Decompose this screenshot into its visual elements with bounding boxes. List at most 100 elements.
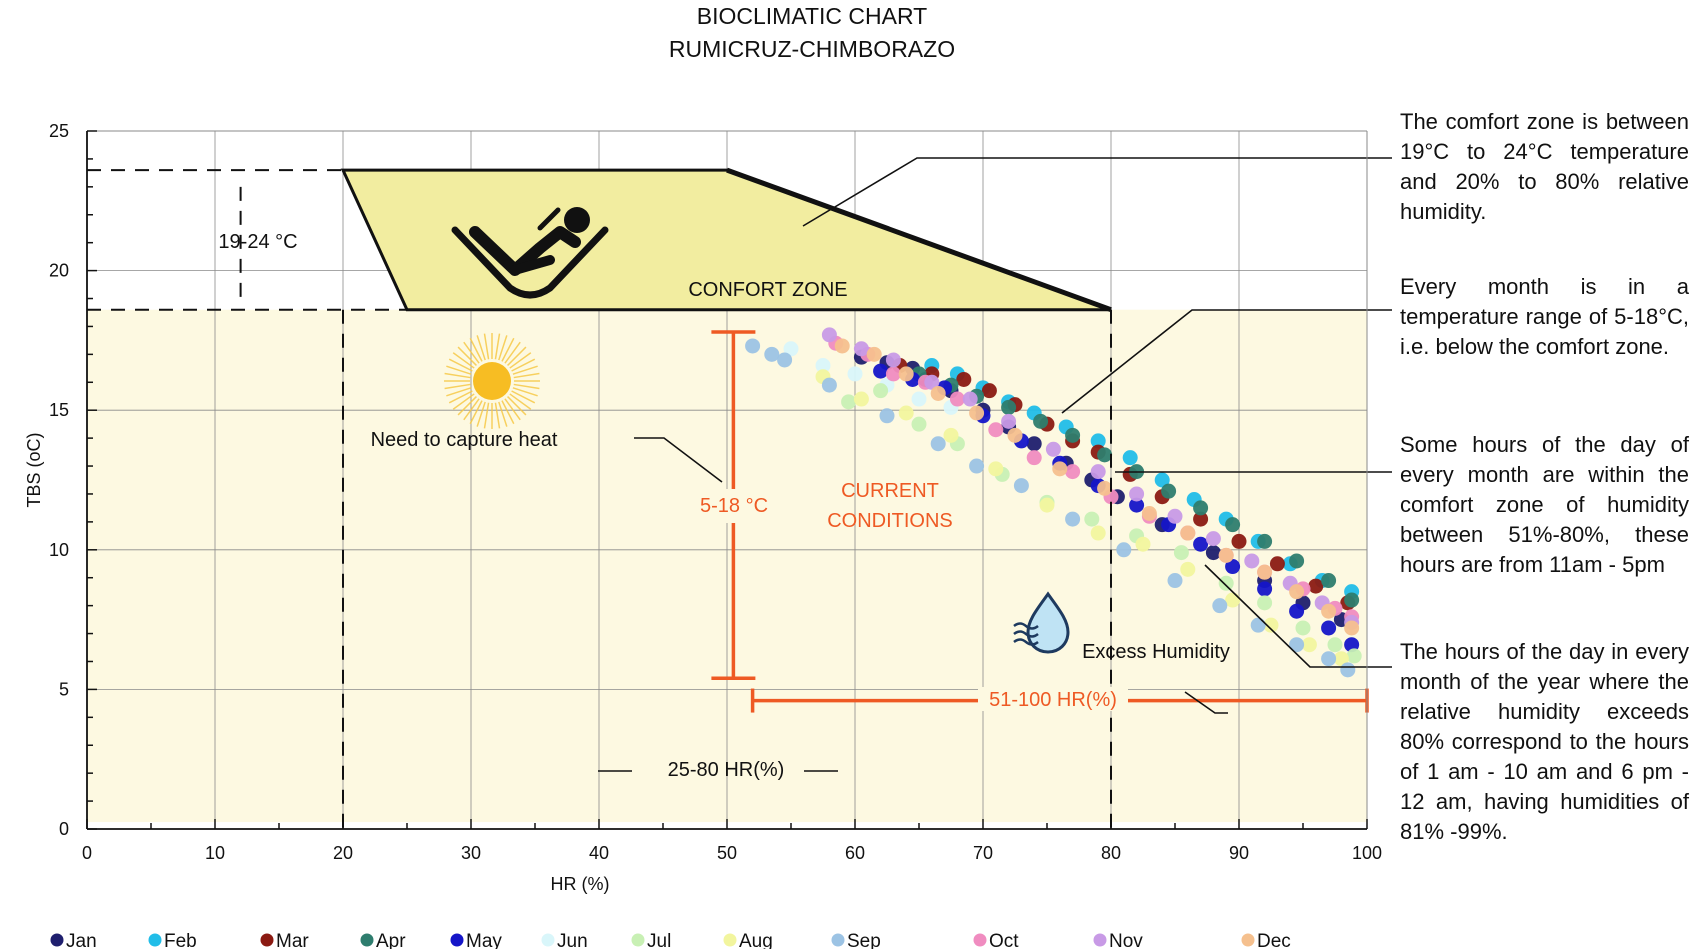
data-point-sep [777,352,793,368]
data-point-sep [745,338,761,354]
comfort-zone-upper-edge [726,167,1112,313]
data-point-may [1289,603,1305,619]
data-point-jan [1026,436,1042,452]
x-tick-label: 20 [333,843,353,863]
legend-label-dec: Dec [1257,931,1291,949]
data-point-aug [1333,651,1349,667]
data-point-nov [821,327,837,343]
data-point-aug [898,405,914,421]
y-axis-label: TBS (oC) [24,432,44,507]
data-point-sep [879,408,895,424]
data-point-nov [1244,553,1260,569]
x-tick-label: 10 [205,843,225,863]
data-point-apr [1097,447,1113,463]
legend-label-jan: Jan [66,931,97,949]
y-tick-label: 0 [59,819,69,839]
data-point-dec [1257,564,1273,580]
data-point-sep [930,436,946,452]
data-point-sep [1116,542,1132,558]
legend-marker-mar [260,933,274,947]
data-point-dec [1321,603,1337,619]
data-point-may [873,363,889,379]
data-point-aug [943,427,959,443]
data-point-nov [1205,531,1221,547]
data-point-apr [1193,500,1209,516]
legend-marker-nov [1093,933,1107,947]
data-point-sep [969,458,985,474]
data-point-nov [1167,508,1183,524]
legend-marker-sep [831,933,845,947]
water-drop-icon [1013,591,1070,654]
legend-marker-jul [631,933,645,947]
data-point-nov [1129,486,1145,502]
x-tick-label: 100 [1352,843,1382,863]
leader-comfort-zone [802,157,1392,227]
data-point-may [1321,620,1337,636]
data-point-aug [988,461,1004,477]
legend-label-sep: Sep [847,931,881,949]
data-point-apr [1257,533,1273,549]
x-tick-label: 40 [589,843,609,863]
legend-marker-jan [50,933,64,947]
data-point-sep [1340,662,1356,678]
data-point-aug [1135,536,1151,552]
data-point-sep [1065,511,1081,527]
data-point-may [1225,559,1241,575]
note-humidity-comfort-hours: Some hours of the day of every month are… [1400,432,1689,577]
data-point-oct [1026,450,1042,466]
data-point-feb [1122,450,1138,466]
data-point-may [1257,581,1273,597]
data-point-jul [1218,575,1234,591]
data-point-may [1344,637,1360,653]
y-tick-label: 20 [49,261,69,281]
data-point-jun [815,358,831,374]
data-point-oct [885,366,901,382]
data-point-nov [924,374,940,390]
comfort-humidity-range-label: 25-80 HR(%) [668,759,785,781]
y-tick-label: 5 [59,679,69,699]
data-point-aug [1301,637,1317,653]
data-point-oct [988,422,1004,438]
chart-legend: Jan Feb Mar Apr May Jun Jul Aug Sep Oct Nov Dec [50,931,1291,949]
data-point-apr [1161,483,1177,499]
data-point-may [1193,536,1209,552]
chart-title: BIOCLIMATIC CHART [697,3,927,29]
legend-label-aug: Aug [739,931,773,949]
x-tick-label: 50 [717,843,737,863]
data-point-mar [1231,533,1247,549]
excess-humidity-label: Excess Humidity [1082,641,1230,663]
data-point-jun [783,341,799,357]
x-tick-label: 30 [461,843,481,863]
legend-label-jun: Jun [557,931,588,949]
data-point-sep [1321,651,1337,667]
data-point-apr [1065,427,1081,443]
leader-hr-range [1184,691,1228,714]
data-point-jun [911,391,927,407]
current-humidity-range-label: 51-100 HR(%) [989,689,1117,711]
data-point-dec [1052,461,1068,477]
data-point-jul [873,383,889,399]
need-heat-label: Need to capture heat [371,429,558,451]
data-point-mar [1193,511,1209,527]
data-point-sep [821,377,837,393]
note-comfort-zone: The comfort zone is between 19°C to 24°C… [1400,109,1689,224]
chart-subtitle: RUMICRUZ-CHIMBORAZO [669,36,955,62]
legend-label-apr: Apr [376,931,406,949]
data-point-may [1129,497,1145,513]
y-tick-label: 10 [49,540,69,560]
data-point-apr [1033,413,1049,429]
data-point-apr [1001,399,1017,415]
data-point-dec [969,405,985,421]
data-point-nov [1090,464,1106,480]
data-point-dec [1289,584,1305,600]
data-point-apr [1225,517,1241,533]
data-point-sep [1212,598,1228,614]
legend-marker-jun [541,933,555,947]
note-temperature-range: Every month is in a temperature range of… [1400,274,1689,359]
x-tick-label: 0 [82,843,92,863]
data-point-mar [1269,556,1285,572]
data-point-sep [1250,617,1266,633]
legend-label-oct: Oct [989,931,1019,949]
comfort-zone-label: CONFORT ZONE [688,279,847,301]
